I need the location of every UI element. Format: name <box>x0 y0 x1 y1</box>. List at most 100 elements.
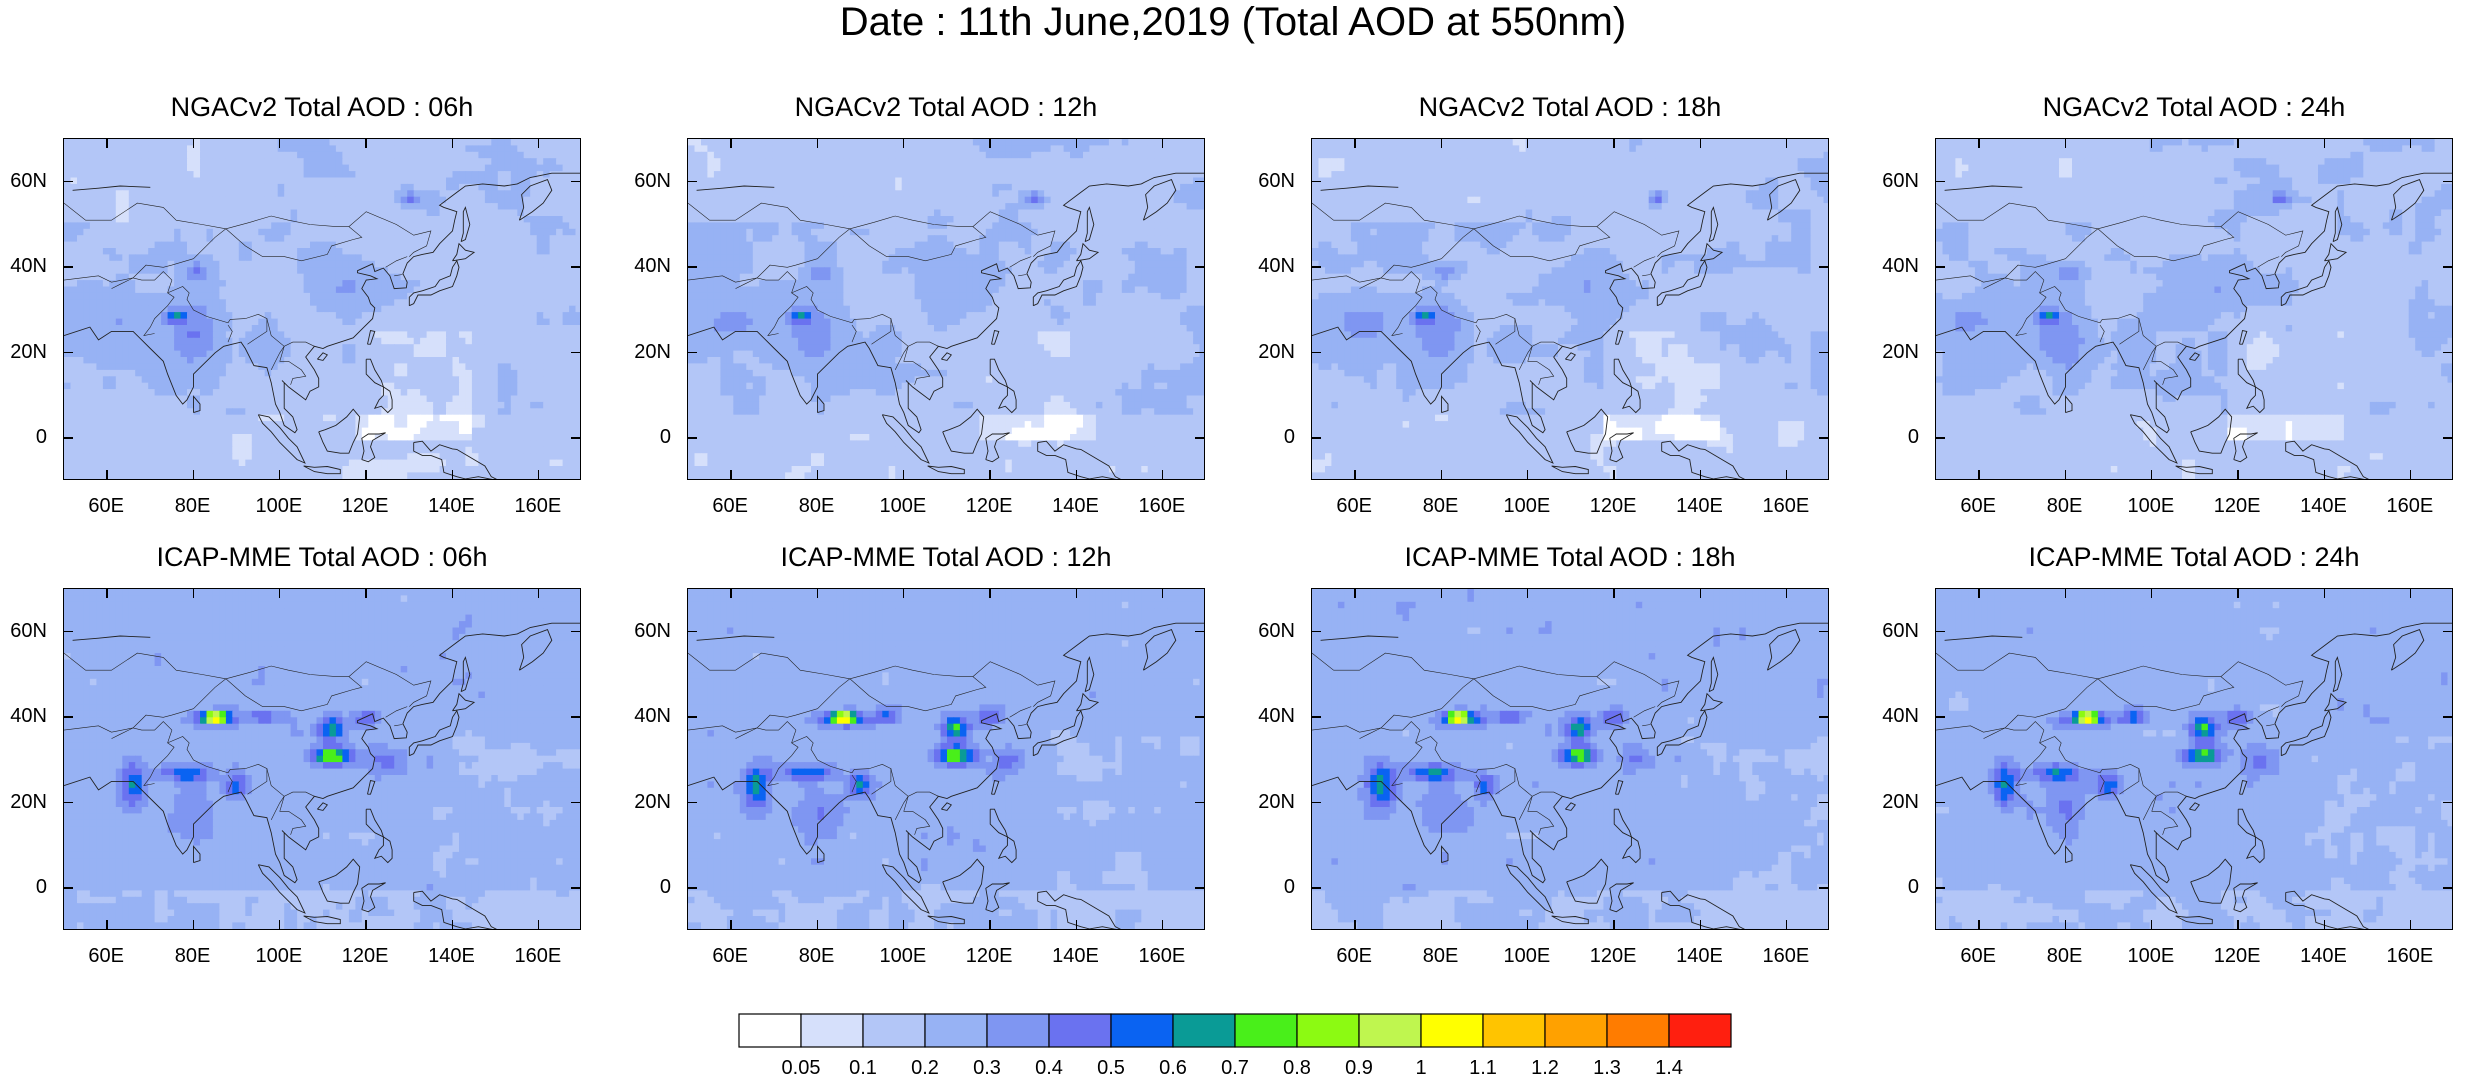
lon-tick-label: 140E <box>1036 494 1116 518</box>
lon-tick-mark <box>1613 920 1615 930</box>
lon-tick-mark <box>279 920 281 930</box>
lat-tick-mark <box>2443 716 2453 718</box>
aod-grid-cells <box>64 589 581 930</box>
lon-tick-label: 100E <box>239 944 319 968</box>
lat-tick-mark <box>571 181 581 183</box>
lon-tick-mark <box>2151 588 2153 598</box>
lat-tick-mark <box>1819 631 1829 633</box>
lat-tick-mark <box>1195 437 1205 439</box>
colorbar-swatch <box>1173 1014 1235 1047</box>
lat-tick-mark <box>63 352 73 354</box>
lon-tick-mark <box>1441 588 1443 598</box>
lat-tick-mark <box>1311 716 1321 718</box>
lon-tick-mark <box>2151 138 2153 148</box>
lon-tick-mark <box>106 138 108 148</box>
map-panel <box>687 138 1205 480</box>
map-panel <box>63 138 581 480</box>
aod-field <box>688 139 1205 480</box>
lon-tick-mark <box>1527 138 1529 148</box>
colorbar-label: 0.9 <box>1329 1056 1389 1080</box>
lat-tick-label: 60N <box>623 169 671 193</box>
colorbar-swatch <box>863 1014 925 1047</box>
lon-tick-mark <box>1978 138 1980 148</box>
lon-tick-label: 160E <box>2370 494 2450 518</box>
colorbar-swatch <box>1297 1014 1359 1047</box>
colorbar-swatch <box>1483 1014 1545 1047</box>
lat-tick-label: 60N <box>0 169 47 193</box>
lon-tick-mark <box>2065 588 2067 598</box>
lon-tick-mark <box>1527 920 1529 930</box>
lon-tick-label: 100E <box>2111 944 2191 968</box>
lon-tick-mark <box>2410 470 2412 480</box>
lon-tick-label: 100E <box>863 494 943 518</box>
colorbar-label: 0.7 <box>1205 1056 1265 1080</box>
lon-tick-mark <box>1162 588 1164 598</box>
lon-tick-mark <box>1613 588 1615 598</box>
lon-tick-mark <box>1076 588 1078 598</box>
lat-tick-mark <box>571 631 581 633</box>
lat-tick-mark <box>1195 802 1205 804</box>
lon-tick-mark <box>1076 470 1078 480</box>
lat-tick-mark <box>2443 437 2453 439</box>
colorbar-swatch <box>1359 1014 1421 1047</box>
lon-tick-mark <box>817 920 819 930</box>
lat-tick-label: 60N <box>1871 169 1919 193</box>
lon-tick-label: 140E <box>2284 494 2364 518</box>
lon-tick-mark <box>903 920 905 930</box>
lat-tick-mark <box>1935 181 1945 183</box>
lon-tick-mark <box>106 920 108 930</box>
lon-tick-mark <box>1786 138 1788 148</box>
lat-tick-mark <box>63 266 73 268</box>
lat-tick-label: 40N <box>623 704 671 728</box>
aod-field <box>1312 589 1829 930</box>
lon-tick-label: 140E <box>1660 494 1740 518</box>
panel-title: NGACv2 Total AOD : 06h <box>2 90 642 124</box>
lat-tick-label: 40N <box>623 254 671 278</box>
lat-tick-mark <box>2443 352 2453 354</box>
lon-tick-label: 140E <box>1036 944 1116 968</box>
lon-tick-mark <box>2410 138 2412 148</box>
lon-tick-mark <box>1786 588 1788 598</box>
lat-tick-mark <box>1819 181 1829 183</box>
lon-tick-label: 120E <box>1573 944 1653 968</box>
lon-tick-mark <box>1613 138 1615 148</box>
aod-field <box>64 589 581 930</box>
colorbar-swatch <box>987 1014 1049 1047</box>
lon-tick-mark <box>1978 920 1980 930</box>
lon-tick-mark <box>365 920 367 930</box>
lon-tick-mark <box>2410 588 2412 598</box>
lat-tick-label: 20N <box>1247 340 1295 364</box>
lon-tick-mark <box>2065 138 2067 148</box>
lon-tick-label: 140E <box>412 494 492 518</box>
lat-tick-mark <box>1311 181 1321 183</box>
lon-tick-mark <box>730 920 732 930</box>
lon-tick-mark <box>452 138 454 148</box>
lon-tick-mark <box>2324 138 2326 148</box>
lon-tick-label: 60E <box>1314 494 1394 518</box>
lat-tick-mark <box>2443 266 2453 268</box>
colorbar-boxes <box>738 1013 1732 1048</box>
lat-tick-mark <box>1195 887 1205 889</box>
lat-tick-label: 0 <box>0 425 47 449</box>
lon-tick-mark <box>2065 920 2067 930</box>
lat-tick-label: 0 <box>1247 425 1295 449</box>
colorbar-swatch <box>1669 1014 1731 1047</box>
lat-tick-mark <box>63 437 73 439</box>
colorbar-swatch <box>1607 1014 1669 1047</box>
lat-tick-mark <box>571 887 581 889</box>
lon-tick-mark <box>1162 470 1164 480</box>
lat-tick-label: 60N <box>1247 619 1295 643</box>
lon-tick-mark <box>193 588 195 598</box>
colorbar-label: 0.6 <box>1143 1056 1203 1080</box>
lon-tick-mark <box>2151 920 2153 930</box>
lat-tick-mark <box>1311 887 1321 889</box>
panel-title: ICAP-MME Total AOD : 24h <box>1874 540 2466 574</box>
lat-tick-mark <box>1311 802 1321 804</box>
lon-tick-mark <box>2324 920 2326 930</box>
lon-tick-mark <box>2324 470 2326 480</box>
lat-tick-mark <box>1311 266 1321 268</box>
lon-tick-label: 60E <box>690 494 770 518</box>
map-panel <box>1935 588 2453 930</box>
colorbar-label: 0.8 <box>1267 1056 1327 1080</box>
lon-tick-mark <box>817 470 819 480</box>
